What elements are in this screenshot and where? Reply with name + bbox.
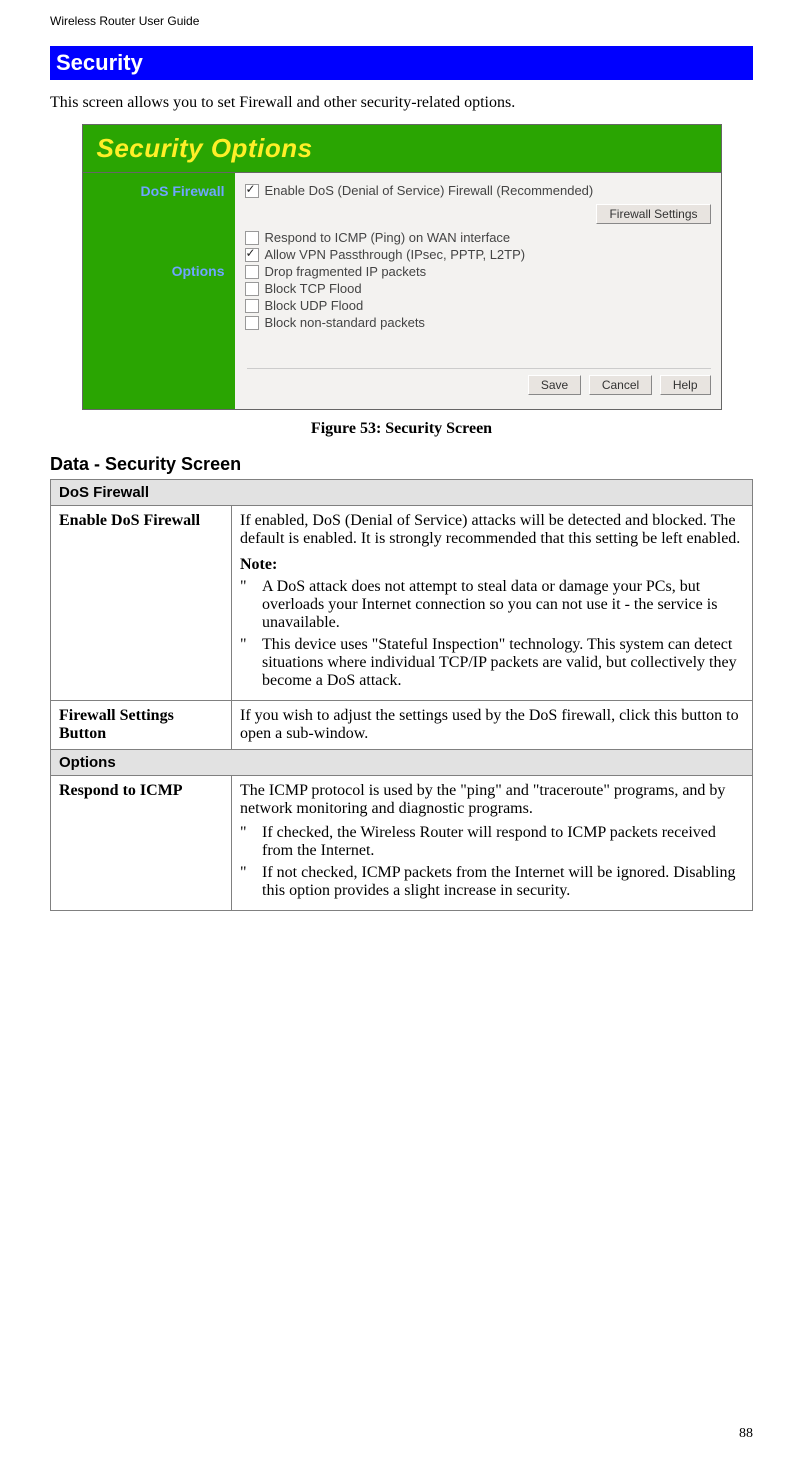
row-label-icmp: Respond to ICMP — [51, 776, 232, 911]
bullet-text: If checked, the Wireless Router will res… — [262, 824, 744, 860]
panel-main: Enable DoS (Denial of Service) Firewall … — [235, 173, 721, 409]
option-row: Block TCP Flood — [245, 281, 713, 296]
figure-container: Security Options DoS Firewall Options En… — [82, 124, 722, 410]
intro-paragraph: This screen allows you to set Firewall a… — [50, 94, 753, 112]
row-content-icmp: The ICMP protocol is used by the "ping" … — [232, 776, 753, 911]
doc-header: Wireless Router User Guide — [50, 14, 199, 28]
table-section-dos: DoS Firewall — [51, 480, 753, 506]
dos-enable-checkbox[interactable] — [245, 184, 259, 198]
bullet-item: "If not checked, ICMP packets from the I… — [240, 864, 744, 900]
bullet-item: "A DoS attack does not attempt to steal … — [240, 578, 744, 632]
bullet-item: "This device uses "Stateful Inspection" … — [240, 636, 744, 690]
bullet-text: A DoS attack does not attempt to steal d… — [262, 578, 744, 632]
option-checkbox[interactable] — [245, 265, 259, 279]
sidebar-label-options: Options — [87, 263, 225, 279]
option-label: Block non-standard packets — [265, 315, 425, 330]
data-table-heading: Data - Security Screen — [50, 454, 753, 475]
dos-enable-label: Enable DoS (Denial of Service) Firewall … — [265, 183, 594, 198]
enable-dos-paragraph: If enabled, DoS (Denial of Service) atta… — [240, 512, 744, 548]
bullet-marker: " — [240, 864, 262, 900]
option-row: Allow VPN Passthrough (IPsec, PPTP, L2TP… — [245, 247, 713, 262]
option-checkbox[interactable] — [245, 231, 259, 245]
bullet-text: If not checked, ICMP packets from the In… — [262, 864, 744, 900]
option-label: Block UDP Flood — [265, 298, 364, 313]
panel-title: Security Options — [83, 125, 721, 173]
bullet-item: "If checked, the Wireless Router will re… — [240, 824, 744, 860]
section-title: Security — [50, 46, 753, 80]
note-label: Note: — [240, 556, 744, 574]
panel-sidebar: DoS Firewall Options — [83, 173, 235, 409]
dos-enable-row: Enable DoS (Denial of Service) Firewall … — [245, 183, 713, 198]
figure-caption: Figure 53: Security Screen — [50, 420, 753, 438]
firewall-settings-button[interactable]: Firewall Settings — [596, 204, 710, 224]
table-section-options: Options — [51, 750, 753, 776]
option-checkbox[interactable] — [245, 282, 259, 296]
option-label: Drop fragmented IP packets — [265, 264, 427, 279]
row-label-enable-dos: Enable DoS Firewall — [51, 506, 232, 701]
option-row: Drop fragmented IP packets — [245, 264, 713, 279]
option-label: Respond to ICMP (Ping) on WAN interface — [265, 230, 511, 245]
option-row: Respond to ICMP (Ping) on WAN interface — [245, 230, 713, 245]
option-checkbox[interactable] — [245, 316, 259, 330]
cancel-button[interactable]: Cancel — [589, 375, 652, 395]
page-number: 88 — [739, 1426, 753, 1442]
data-table: DoS Firewall Enable DoS Firewall If enab… — [50, 479, 753, 911]
option-checkbox[interactable] — [245, 248, 259, 262]
bullet-marker: " — [240, 636, 262, 690]
bullet-text: This device uses "Stateful Inspection" t… — [262, 636, 744, 690]
help-button[interactable]: Help — [660, 375, 711, 395]
option-row: Block non-standard packets — [245, 315, 713, 330]
save-button[interactable]: Save — [528, 375, 581, 395]
option-row: Block UDP Flood — [245, 298, 713, 313]
bullet-marker: " — [240, 578, 262, 632]
router-panel: Security Options DoS Firewall Options En… — [82, 124, 722, 410]
table-row: Firewall Settings Button If you wish to … — [51, 701, 753, 750]
table-row: Enable DoS Firewall If enabled, DoS (Den… — [51, 506, 753, 701]
icmp-paragraph: The ICMP protocol is used by the "ping" … — [240, 782, 744, 818]
row-content-fw-settings: If you wish to adjust the settings used … — [232, 701, 753, 750]
option-label: Block TCP Flood — [265, 281, 362, 296]
option-checkbox[interactable] — [245, 299, 259, 313]
row-label-fw-settings: Firewall Settings Button — [51, 701, 232, 750]
table-section-dos-label: DoS Firewall — [51, 480, 753, 506]
sidebar-label-dos: DoS Firewall — [87, 183, 225, 199]
table-row: Respond to ICMP The ICMP protocol is use… — [51, 776, 753, 911]
table-section-options-label: Options — [51, 750, 753, 776]
row-content-enable-dos: If enabled, DoS (Denial of Service) atta… — [232, 506, 753, 701]
bullet-marker: " — [240, 824, 262, 860]
option-label: Allow VPN Passthrough (IPsec, PPTP, L2TP… — [265, 247, 526, 262]
